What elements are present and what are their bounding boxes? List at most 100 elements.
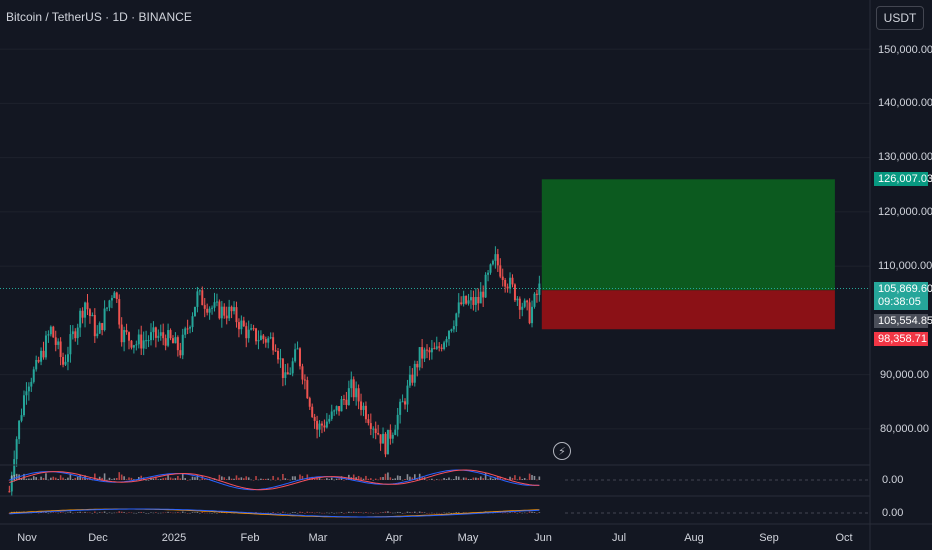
candle-body [237,322,240,330]
histogram-bar [233,478,235,480]
candle-body [86,302,89,310]
candle-body [535,293,538,295]
candle-body [367,419,370,424]
histogram-bar [277,477,279,480]
histogram-bar [352,474,355,480]
candle-body [235,307,238,323]
candle-body [513,284,516,301]
histogram-bar [150,512,152,514]
histogram-bar [470,478,472,480]
candle-body [482,291,485,298]
histogram-bar [45,473,47,480]
histogram-bar [323,479,326,480]
time-tick: 2025 [161,532,187,544]
candle-body [484,274,487,298]
lightning-icon[interactable]: ⚡ [553,442,571,460]
candle-body [364,405,367,420]
candle-body [506,286,509,289]
histogram-bar [140,511,143,513]
histogram-bar [201,511,204,513]
loss-zone[interactable] [541,290,835,330]
candle-body [44,335,47,358]
histogram-bar [279,479,282,481]
histogram-bar [228,476,230,480]
candle-body [460,302,463,305]
histogram-bar [519,476,521,480]
histogram-bar [379,512,382,513]
candle-body [181,334,184,356]
histogram-bar [181,511,184,513]
candle-body [462,295,465,305]
candle-body [352,379,355,398]
candle-body [91,315,94,317]
candle-body [159,332,162,336]
histogram-bar [181,473,184,480]
candle-body [186,328,189,330]
candle-body [421,347,424,359]
candle-body [162,332,165,339]
currency-button[interactable]: USDT [876,6,924,30]
histogram-bar [145,512,147,514]
histogram-bar [76,476,79,480]
candle-body [247,329,250,339]
candle-body [215,301,218,303]
candles-layer [8,246,541,497]
histogram-bar [533,475,536,480]
symbol-title[interactable]: Bitcoin / TetherUS · 1D · BINANCE [6,10,192,24]
histogram-bar [357,475,360,480]
histogram-bar [521,512,524,514]
candle-body [211,307,214,309]
candle-body [135,344,138,346]
histogram-bar [79,474,81,480]
histogram-bar [299,474,301,480]
chart-grid [0,48,870,430]
histogram-bar [396,511,399,513]
histogram-bar [128,477,130,480]
histogram-bar [267,512,270,514]
histogram-bar [326,478,328,480]
histogram-bar [492,512,494,514]
candle-body [435,346,438,349]
histogram-bar [74,512,77,514]
histogram-bar [89,512,91,514]
candle-body [233,307,236,312]
histogram-bar [179,512,182,514]
indicator-pane-2 [8,508,870,518]
histogram-bar [111,479,113,480]
candle-body [220,306,223,319]
histogram-bar [523,512,526,514]
histogram-bar [450,479,453,481]
candle-body [252,328,255,330]
histogram-bar [50,512,52,514]
histogram-bar [194,477,196,480]
candle-body [57,341,60,345]
histogram-bar [279,512,282,514]
histogram-bar [152,478,155,480]
histogram-bar [98,512,101,513]
histogram-bar [76,512,79,513]
histogram-bar [186,479,189,481]
pane2-zero-label: 0.00 [882,507,904,519]
profit-zone[interactable] [541,179,835,291]
candle-body [35,359,38,370]
candle-body [377,433,380,435]
histogram-bar [199,512,201,514]
histogram-bar [260,478,262,480]
histogram-bar [365,512,367,513]
histogram-bar [374,512,377,514]
candle-body [189,327,192,329]
candle-body [479,291,482,304]
candle-body [179,350,182,356]
histogram-bar [272,475,274,480]
histogram-bar [514,511,516,513]
candle-body [213,302,216,308]
histogram-bar [199,479,201,481]
histogram-bar [284,478,287,480]
candle-body [306,380,309,399]
histogram-bar [133,512,135,514]
candle-body [408,374,411,386]
histogram-bar [536,479,538,481]
candle-body [528,302,531,324]
histogram-bar [345,512,348,514]
